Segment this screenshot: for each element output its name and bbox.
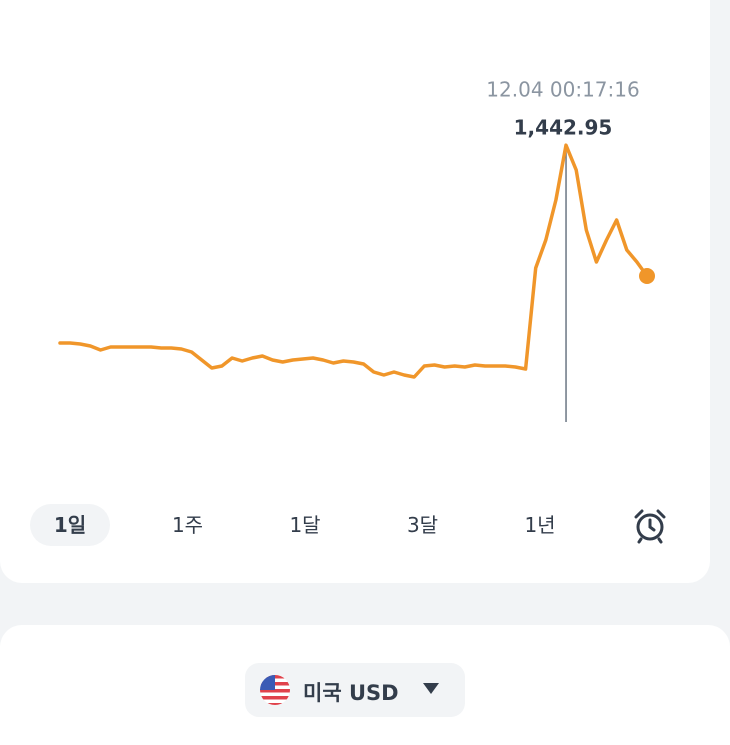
price-line [58,143,649,379]
period-tab[interactable]: 1일 [30,504,110,546]
alarm-icon[interactable] [632,508,668,544]
last-point [639,268,655,284]
period-tab[interactable]: 3달 [406,513,439,537]
currency-selector[interactable]: 미국 USD [245,663,465,717]
tooltip-time: 12.04 00:17:16 [486,78,639,102]
period-tab[interactable]: 1주 [171,513,204,537]
period-tab[interactable]: 1년 [524,513,556,537]
us-flag [260,675,290,705]
period-tabs: 1일 1주 1달 3달 1년 [30,504,680,546]
currency-label: 미국 USD [303,681,399,705]
chart-card [0,0,710,583]
chart: 12.04 00:17:16 1,442.95 [58,78,655,422]
period-tab[interactable]: 1달 [289,513,321,537]
dropdown-arrow [423,683,439,694]
tooltip-value: 1,442.95 [514,116,613,140]
